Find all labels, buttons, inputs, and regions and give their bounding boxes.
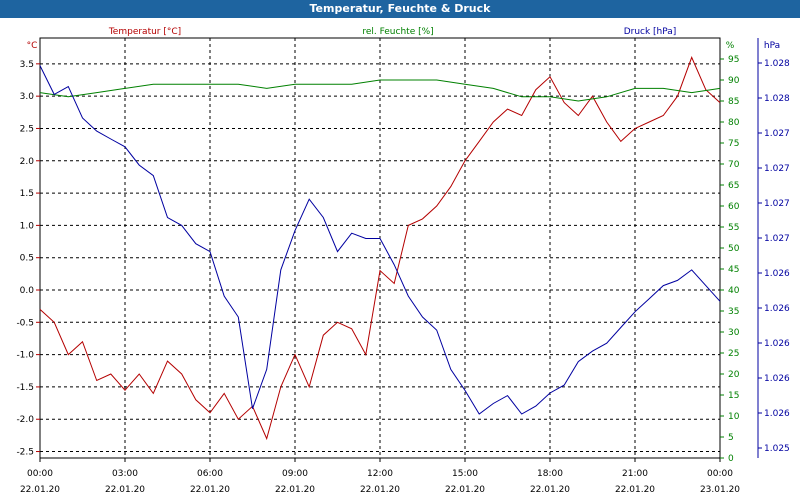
pres-tick-label: 1.027 bbox=[764, 164, 790, 174]
temp-tick-label: 3.0 bbox=[20, 92, 35, 102]
pres-tick-label: 1.026 bbox=[764, 304, 790, 314]
x-tick-time: 00:00 bbox=[707, 469, 733, 479]
hum-tick-label: 20 bbox=[728, 370, 740, 380]
temp-tick-label: -1.5 bbox=[16, 383, 34, 393]
x-tick-time: 09:00 bbox=[282, 469, 308, 479]
hum-tick-label: 90 bbox=[728, 76, 740, 86]
hum-tick-label: 15 bbox=[728, 391, 739, 401]
hum-tick-label: 55 bbox=[728, 223, 739, 233]
temp-tick-label: 0.0 bbox=[20, 286, 35, 296]
temp-tick-label: -2.0 bbox=[16, 415, 34, 425]
x-tick-date: 22.01.20 bbox=[190, 485, 230, 495]
temp-tick-label: 3.5 bbox=[20, 60, 34, 70]
x-tick-date: 22.01.20 bbox=[360, 485, 400, 495]
temperature-series-line bbox=[39, 56, 721, 441]
temp-tick-label: 2.0 bbox=[20, 157, 35, 167]
x-tick-time: 15:00 bbox=[452, 469, 478, 479]
x-tick-time: 18:00 bbox=[537, 469, 563, 479]
pres-unit-label: hPa bbox=[764, 41, 780, 51]
x-tick-date: 22.01.20 bbox=[275, 485, 315, 495]
x-tick-time: 03:00 bbox=[112, 469, 138, 479]
x-tick-time: 06:00 bbox=[197, 469, 223, 479]
hum-tick-label: 45 bbox=[728, 265, 739, 275]
humidity-series-line bbox=[39, 79, 721, 102]
hum-tick-label: 85 bbox=[728, 97, 739, 107]
temp-tick-label: -2.5 bbox=[16, 448, 34, 458]
hum-tick-label: 60 bbox=[728, 202, 740, 212]
hum-tick-label: 0 bbox=[728, 454, 734, 464]
pres-tick-label: 1.027 bbox=[764, 199, 790, 209]
x-tick-time: 21:00 bbox=[622, 469, 648, 479]
pres-tick-label: 1.027 bbox=[764, 234, 790, 244]
temp-tick-label: 0.5 bbox=[20, 254, 34, 264]
pres-tick-label: 1.028 bbox=[764, 94, 790, 104]
hum-tick-label: 10 bbox=[728, 412, 740, 422]
hum-tick-label: 50 bbox=[728, 244, 740, 254]
hum-tick-label: 65 bbox=[728, 181, 739, 191]
pres-tick-label: 1.026 bbox=[764, 374, 790, 384]
hum-tick-label: 70 bbox=[728, 160, 740, 170]
hum-tick-label: 30 bbox=[728, 328, 740, 338]
hum-tick-label: 35 bbox=[728, 307, 739, 317]
x-tick-time: 00:00 bbox=[27, 469, 53, 479]
x-tick-time: 12:00 bbox=[367, 469, 393, 479]
temp-unit-label: °C bbox=[27, 41, 38, 51]
x-tick-date: 22.01.20 bbox=[445, 485, 485, 495]
pres-tick-label: 1.026 bbox=[764, 409, 790, 419]
pres-tick-label: 1.027 bbox=[764, 129, 790, 139]
hum-tick-label: 75 bbox=[728, 139, 739, 149]
temp-tick-label: -1.0 bbox=[16, 351, 34, 361]
temp-tick-label: 2.5 bbox=[20, 124, 34, 134]
x-tick-date: 22.01.20 bbox=[615, 485, 655, 495]
pressure-series-line bbox=[39, 65, 721, 415]
series-header-label: Druck [hPa] bbox=[624, 27, 677, 37]
hum-tick-label: 25 bbox=[728, 349, 739, 359]
hum-tick-label: 40 bbox=[728, 286, 740, 296]
series-header-label: Temperatur [°C] bbox=[108, 27, 181, 37]
hum-unit-label: % bbox=[726, 41, 735, 51]
series-header-label: rel. Feuchte [%] bbox=[362, 27, 433, 37]
x-tick-date: 22.01.20 bbox=[20, 485, 60, 495]
pres-tick-label: 1.026 bbox=[764, 269, 790, 279]
temp-tick-label: -0.5 bbox=[16, 318, 34, 328]
hum-tick-label: 5 bbox=[728, 433, 734, 443]
hum-tick-label: 80 bbox=[728, 118, 740, 128]
temp-tick-label: 1.5 bbox=[20, 189, 34, 199]
pres-tick-label: 1.025 bbox=[764, 444, 790, 454]
pres-tick-label: 1.028 bbox=[764, 59, 790, 69]
x-tick-date: 23.01.20 bbox=[700, 485, 740, 495]
x-tick-date: 22.01.20 bbox=[530, 485, 570, 495]
temp-tick-label: 1.0 bbox=[20, 221, 35, 231]
pres-tick-label: 1.026 bbox=[764, 339, 790, 349]
chart-title: Temperatur, Feuchte & Druck bbox=[0, 0, 800, 18]
x-tick-date: 22.01.20 bbox=[105, 485, 145, 495]
hum-tick-label: 95 bbox=[728, 55, 739, 65]
